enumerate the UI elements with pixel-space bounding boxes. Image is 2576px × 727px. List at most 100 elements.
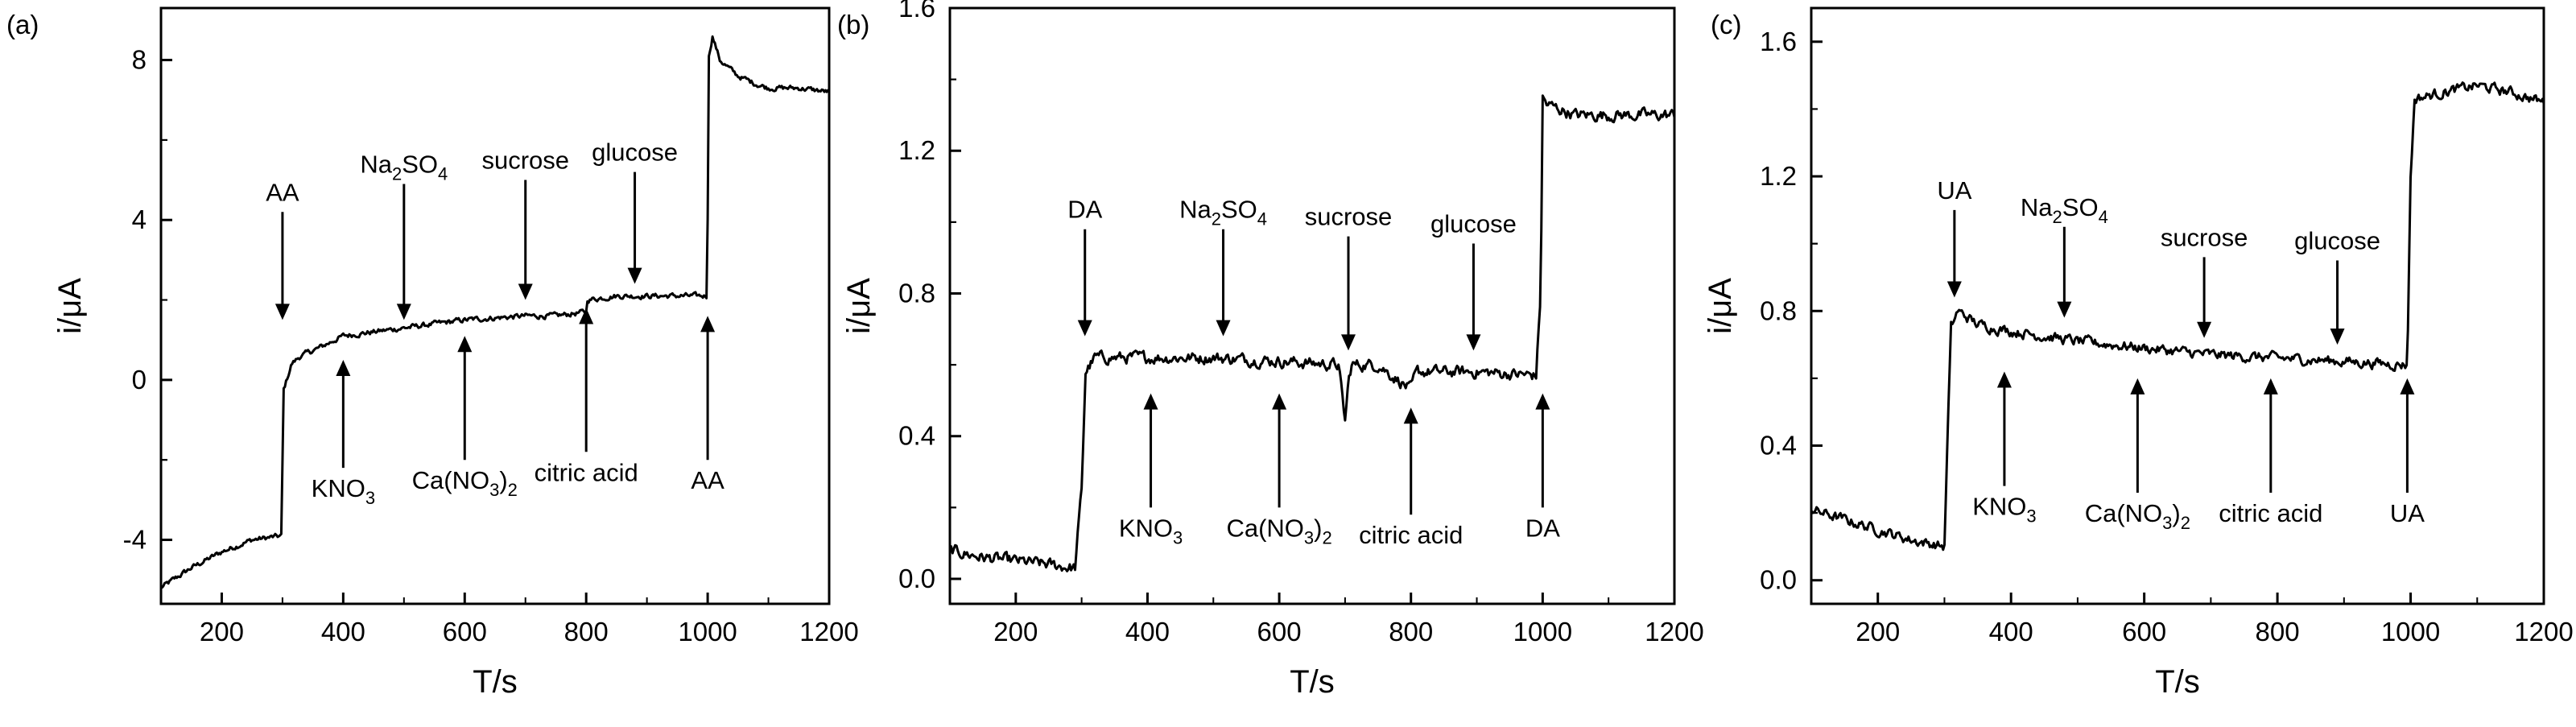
annotation-main: Ca(NO: [1226, 514, 1303, 542]
annotation-label: glucose: [592, 138, 678, 167]
annotation-main: DA: [1067, 196, 1102, 224]
arrow-head: [2130, 378, 2145, 394]
annotation-label: sucrose: [1305, 203, 1393, 231]
arrow-head: [457, 336, 473, 353]
x-tick-label: 200: [993, 617, 1038, 646]
arrow-head: [2330, 328, 2345, 345]
plot-frame: [159, 6, 831, 605]
arrow-head: [275, 304, 290, 320]
x-tick-label: 1200: [799, 617, 858, 646]
annotation-subscript: 4: [1257, 209, 1267, 229]
annotation-main: Na: [1179, 196, 1212, 224]
arrow-head: [2057, 301, 2072, 318]
arrow-head: [336, 360, 351, 377]
y-tick-label: 4: [132, 204, 147, 234]
arrow-head: [1466, 334, 1481, 351]
panel-label: (b): [837, 10, 869, 39]
y-tick-label: 8: [132, 45, 147, 75]
series-line: [160, 35, 830, 589]
annotation-main: sucrose: [2161, 223, 2248, 251]
annotation-label: sucrose: [481, 147, 569, 175]
annotation-subscript: 3: [1304, 527, 1314, 547]
annotation-label: AA: [691, 466, 724, 494]
arrow-head: [1272, 393, 1287, 410]
annotation-label: Ca(NO3)2: [2085, 499, 2190, 533]
annotation-label: AA: [266, 178, 299, 206]
x-tick-label: 400: [321, 617, 365, 646]
arrow-head: [1996, 371, 2012, 388]
annotation-main: citric acid: [1359, 521, 1463, 549]
panel-b: (b) 200 400 600 800 1000 1200 0.0 0.4 0.8 1.2 1.6 T/…: [837, 0, 1704, 700]
y-tick-label: -4: [123, 525, 147, 555]
annotation-main: glucose: [592, 138, 678, 167]
arrow-head: [1946, 281, 1962, 298]
x-axis-title: T/s: [2155, 664, 2200, 700]
y-tick-label: 0.8: [898, 278, 935, 308]
annotation-tail: SO: [402, 151, 438, 179]
annotation-subscript: 2: [2181, 513, 2190, 533]
arrow-head: [700, 316, 716, 333]
annotation-main: UA: [1937, 176, 1971, 204]
x-tick-label: 600: [1257, 617, 1302, 646]
x-tick-label: 800: [1389, 617, 1433, 646]
annotation-main: citric acid: [535, 458, 638, 486]
annotation-label: UA: [1937, 176, 1971, 204]
annotation-tail: ): [2172, 499, 2180, 527]
annotation-main: AA: [691, 466, 724, 494]
y-tick-label: 0.4: [898, 421, 935, 451]
x-axis-title: T/s: [1290, 664, 1335, 700]
annotation-label: UA: [2390, 499, 2425, 527]
x-tick-label: 1000: [678, 617, 737, 646]
annotation-main: KNO: [1119, 514, 1173, 542]
panel-c: (c) 200 400 600 800 1000 1200 0.0 0.4 0.8 1.2 1.6 T/…: [1703, 6, 2574, 700]
annotation-subscript: 2: [2053, 207, 2062, 227]
annotation-main: AA: [266, 178, 299, 206]
annotation-main: KNO: [312, 474, 365, 502]
x-tick-label: 200: [200, 617, 244, 646]
annotation-label: Na2SO4: [1179, 196, 1267, 229]
arrow-head: [1403, 407, 1418, 424]
x-tick-label: 600: [443, 617, 487, 646]
annotation-label: sucrose: [2161, 223, 2248, 251]
annotation-main: Na: [2021, 193, 2053, 221]
x-tick-label: 400: [1125, 617, 1170, 646]
x-tick-label: 800: [564, 617, 609, 646]
arrow-head: [2197, 321, 2212, 338]
annotation-subscript: 2: [1322, 527, 1331, 547]
annotation-label: Na2SO4: [2021, 193, 2108, 227]
y-tick-label: 1.2: [898, 135, 935, 165]
y-axis-title: i/μA: [841, 278, 877, 334]
annotation-subscript: 3: [489, 480, 499, 500]
panel-label: (c): [1711, 10, 1741, 39]
annotation-subscript: 3: [2162, 513, 2172, 533]
annotation-subscript: 4: [2099, 207, 2108, 227]
annotation-main: Na: [360, 151, 392, 179]
y-tick-label: 0.4: [1760, 431, 1797, 461]
annotation-label: KNO3: [1972, 493, 2036, 527]
annotation-tail: ): [1314, 514, 1322, 542]
annotation-subscript: 3: [1173, 527, 1183, 547]
annotation-main: Ca(NO: [412, 466, 489, 494]
y-axis-title: i/μA: [1703, 278, 1738, 334]
x-tick-label: 800: [2256, 617, 2300, 646]
arrow-head: [1535, 393, 1550, 410]
annotation-subscript: 2: [508, 480, 518, 500]
annotation-label: KNO3: [312, 474, 375, 508]
arrow-head: [2263, 378, 2278, 394]
arrow-head: [1143, 393, 1158, 410]
annotation-subscript: 2: [1212, 209, 1221, 229]
annotation-main: UA: [2390, 499, 2425, 527]
x-tick-label: 1000: [1513, 617, 1572, 646]
series-line: [949, 94, 1676, 572]
annotation-label: KNO3: [1119, 514, 1183, 547]
annotation-main: Ca(NO: [2085, 499, 2162, 527]
annotation-label: DA: [1525, 514, 1560, 542]
panel-a: (a) 200 400 600 800 1000 1200 -4 0 4 8 T/s i/μA AA KNO…: [6, 6, 859, 700]
x-tick-label: 600: [2122, 617, 2166, 646]
x-tick-label: 400: [1989, 617, 2033, 646]
annotation-main: glucose: [2294, 227, 2380, 255]
annotation-label: Ca(NO3)2: [412, 466, 518, 500]
annotation-label: glucose: [2294, 227, 2380, 255]
annotation-main: glucose: [1430, 209, 1517, 238]
